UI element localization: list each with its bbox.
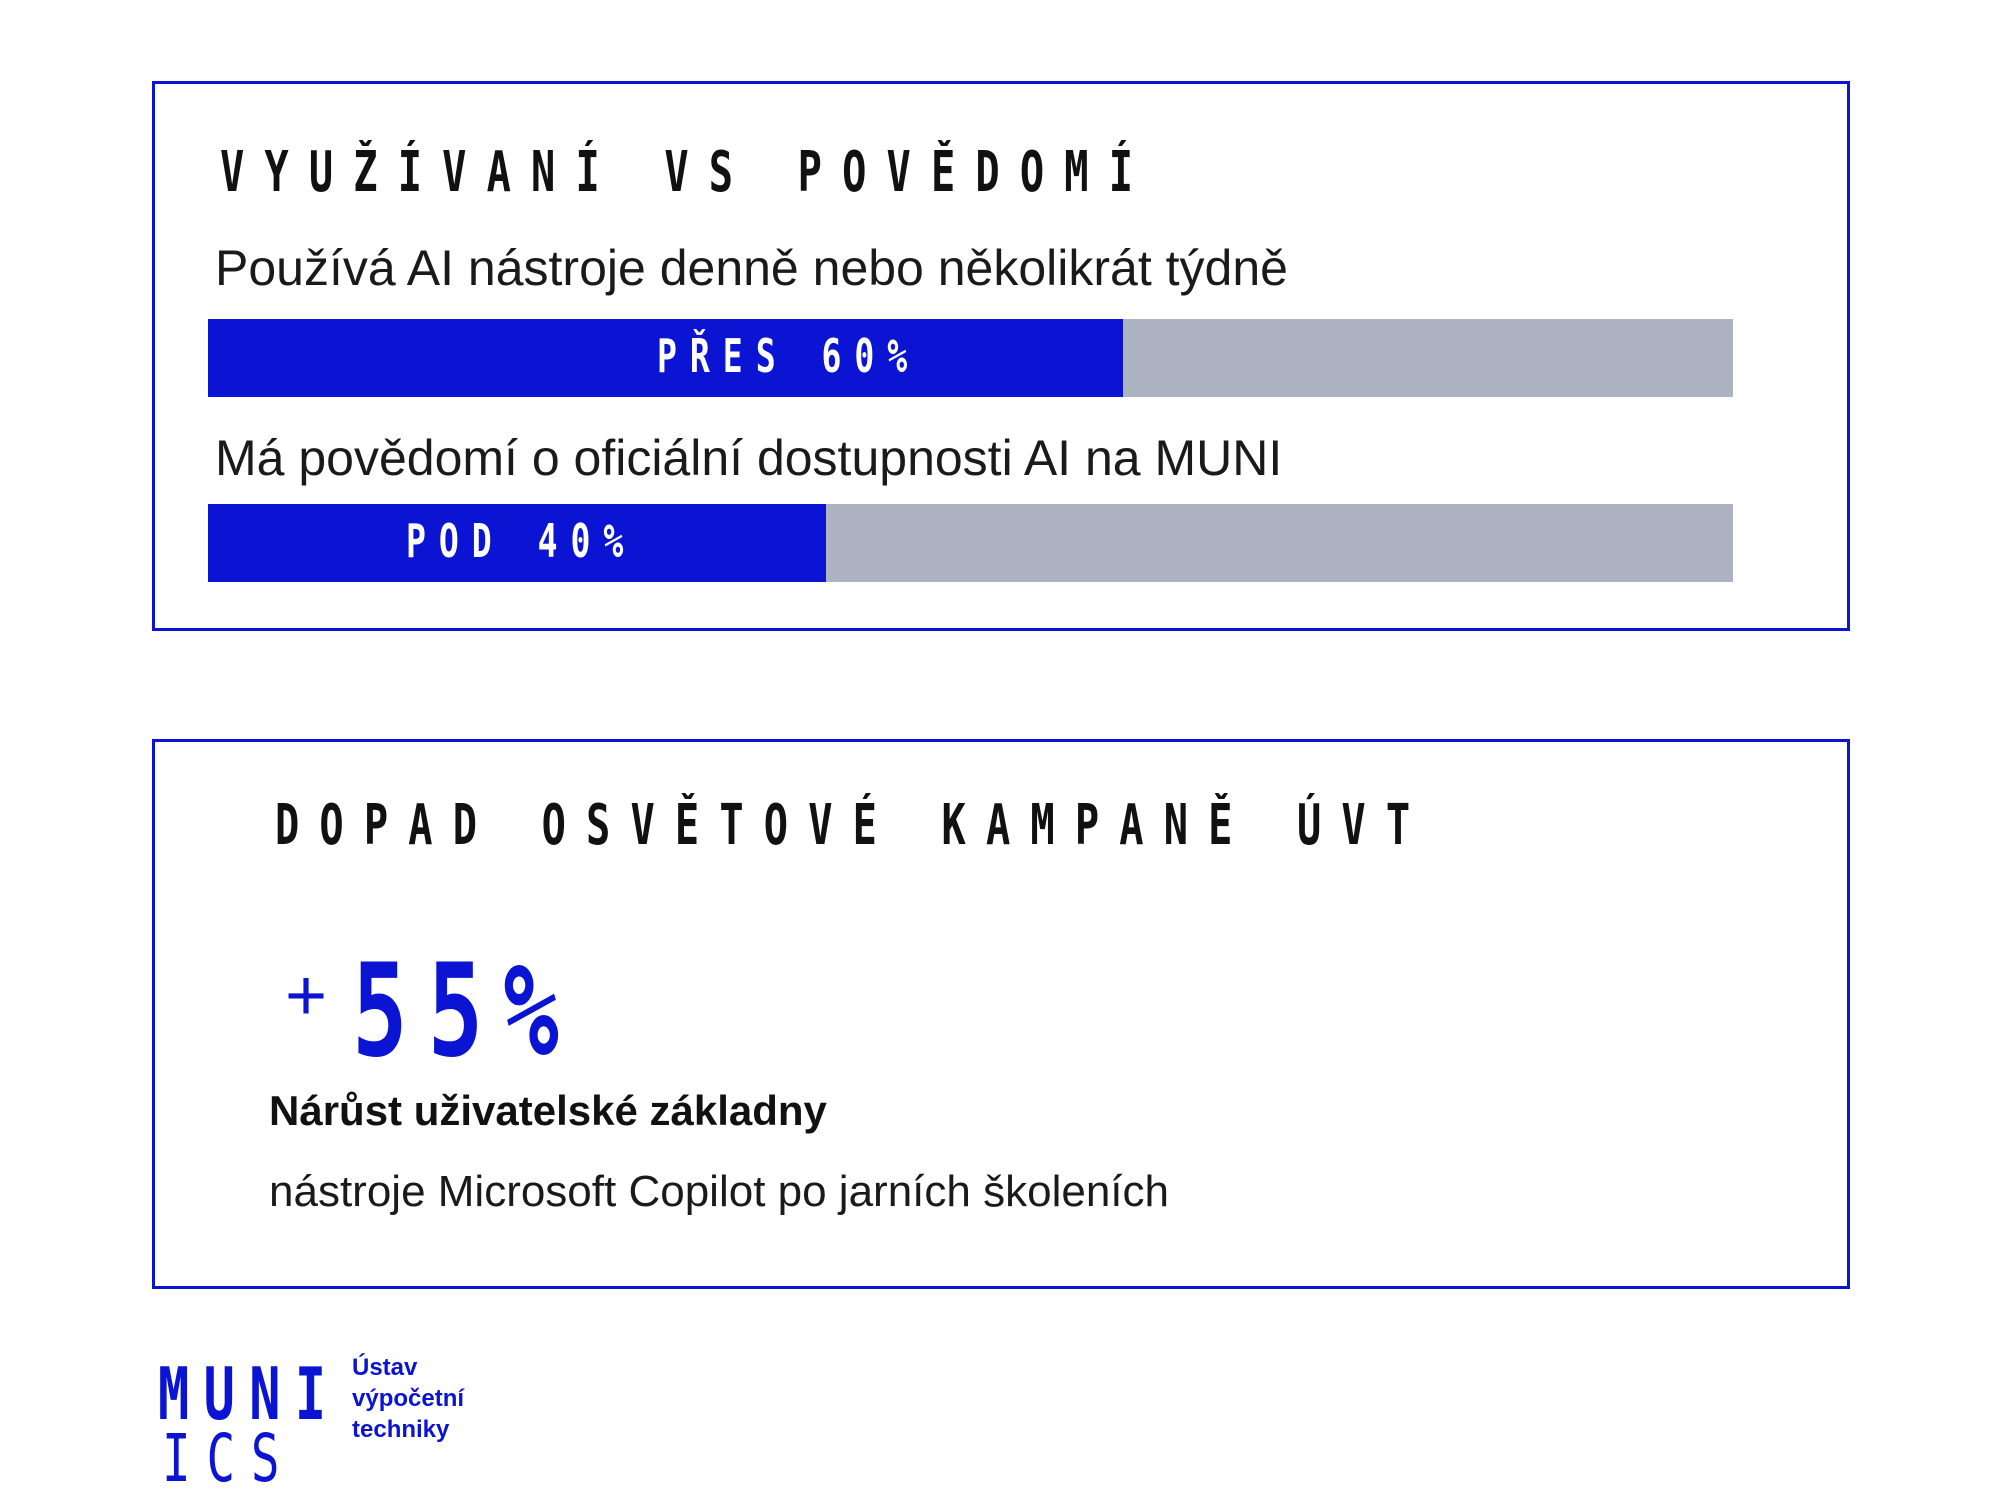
bar-value-daily-usage: PŘES 60% xyxy=(657,329,921,383)
bar-value-awareness: POD 40% xyxy=(406,514,637,568)
bar-awareness: POD 40% xyxy=(208,504,1733,582)
logo-ics-text: ICS xyxy=(162,1420,296,1497)
campaign-impact-panel: DOPAD OSVĚTOVÉ KAMPANĚ ÚVT + 55% Nárůst … xyxy=(152,739,1850,1289)
growth-subtitle: Nárůst uživatelské základny xyxy=(269,1087,827,1134)
logo-muni-text: MUNI xyxy=(158,1352,341,1436)
bar-daily-usage: PŘES 60% xyxy=(208,319,1733,397)
growth-sign: + xyxy=(285,956,328,1036)
growth-description: nástroje Microsoft Copilot po jarních šk… xyxy=(269,1167,1169,1216)
bar-fill-awareness xyxy=(208,504,826,582)
growth-value: 55% xyxy=(351,937,579,1086)
usage-panel-title-text: VYUŽÍVANÍ VS POVĚDOMÍ xyxy=(220,140,1154,205)
logo-org-name: Ústav výpočetní techniky xyxy=(352,1354,465,1443)
growth-stat: + 55% xyxy=(285,937,667,1086)
bar-fill-daily-usage xyxy=(208,319,1123,397)
bar-label-daily-usage: Používá AI nástroje denně nebo několikrá… xyxy=(215,240,1288,296)
usage-vs-awareness-panel: VYUŽÍVANÍ VS POVĚDOMÍ Používá AI nástroj… xyxy=(152,81,1850,631)
bar-label-awareness: Má povědomí o oficiální dostupnosti AI n… xyxy=(215,430,1283,486)
usage-panel-title: VYUŽÍVANÍ VS POVĚDOMÍ xyxy=(220,139,1516,205)
campaign-panel-title: DOPAD OSVĚTOVÉ KAMPANĚ ÚVT xyxy=(275,793,1431,858)
